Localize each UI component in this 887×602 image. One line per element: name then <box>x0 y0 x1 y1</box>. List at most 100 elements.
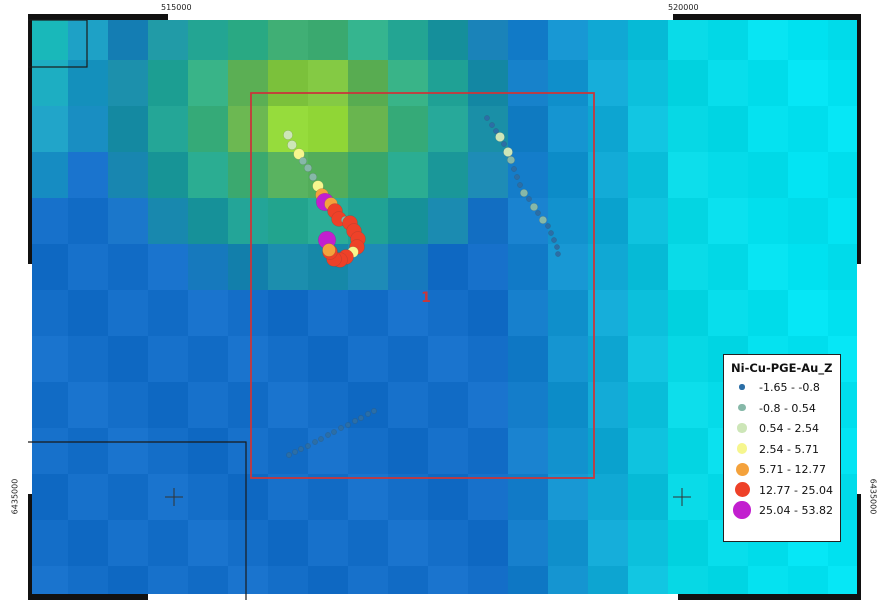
sample-point[interactable] <box>298 446 304 452</box>
raster-cell <box>428 244 469 291</box>
sample-point[interactable] <box>484 115 490 121</box>
sample-point[interactable] <box>358 415 364 421</box>
sample-point[interactable] <box>530 202 539 211</box>
sample-point[interactable] <box>322 243 336 257</box>
raster-cell <box>628 474 669 521</box>
sample-point[interactable] <box>304 163 313 172</box>
map-frame[interactable]: 1 <box>28 14 861 600</box>
crosshair-left <box>165 488 183 506</box>
sample-point[interactable] <box>503 147 513 157</box>
sample-point[interactable] <box>338 425 344 431</box>
raster-cell <box>428 152 469 199</box>
legend-label: 2.54 - 5.71 <box>759 442 819 456</box>
raster-cell <box>308 60 349 107</box>
raster-cell <box>388 60 429 107</box>
raster-cell <box>628 520 669 567</box>
raster-cell <box>68 428 109 475</box>
raster-cell <box>668 60 709 107</box>
raster-cell <box>708 198 749 245</box>
sample-point[interactable] <box>495 132 505 142</box>
legend-label: 0.54 - 2.54 <box>759 422 819 435</box>
sample-point[interactable] <box>292 449 298 455</box>
legend-symbol <box>731 398 753 418</box>
sample-point[interactable] <box>539 215 548 224</box>
raster-cell <box>708 244 749 291</box>
raster-cell <box>788 290 829 337</box>
raster-cell <box>148 520 189 567</box>
sample-point[interactable] <box>551 237 557 243</box>
raster-cell <box>108 520 149 567</box>
sample-point[interactable] <box>365 411 371 417</box>
sample-point[interactable] <box>501 141 507 147</box>
raster-cell <box>228 244 269 291</box>
raster-cell <box>468 14 509 61</box>
raster-cell <box>228 60 269 107</box>
raster-cell <box>548 336 589 383</box>
sample-point[interactable] <box>325 432 331 438</box>
sample-point[interactable] <box>371 408 377 414</box>
sample-point[interactable] <box>520 188 529 197</box>
raster-cell <box>788 106 829 153</box>
sample-point[interactable] <box>535 210 541 216</box>
raster-cell <box>228 14 269 61</box>
sample-point[interactable] <box>514 174 520 180</box>
raster-cell <box>348 14 389 61</box>
sample-point[interactable] <box>493 128 499 134</box>
sample-point[interactable] <box>345 422 351 428</box>
raster-cell <box>268 60 309 107</box>
raster-cell <box>28 474 69 521</box>
raster-cell <box>308 14 349 61</box>
sample-point[interactable] <box>299 156 308 165</box>
raster-cell <box>388 520 429 567</box>
sample-point[interactable] <box>293 148 305 160</box>
sample-point[interactable] <box>352 418 358 424</box>
raster-cell <box>748 14 789 61</box>
raster-cell <box>428 336 469 383</box>
sample-point[interactable] <box>309 172 318 181</box>
raster-cell <box>828 60 861 107</box>
sample-point[interactable] <box>283 130 293 140</box>
raster-cell <box>508 428 549 475</box>
raster-cell <box>188 382 229 429</box>
raster-cell <box>428 474 469 521</box>
raster-cell <box>628 244 669 291</box>
sample-point[interactable] <box>517 182 523 188</box>
legend-item: -0.8 - 0.54 <box>731 398 840 419</box>
sample-point[interactable] <box>511 166 517 172</box>
anomaly-raster-grid <box>28 14 861 600</box>
sample-point[interactable] <box>305 443 311 449</box>
raster-cell <box>548 60 589 107</box>
raster-cell <box>548 474 589 521</box>
sample-point[interactable] <box>318 436 324 442</box>
sample-point[interactable] <box>526 196 532 202</box>
raster-cell <box>68 290 109 337</box>
sample-point[interactable] <box>489 122 495 128</box>
raster-cell <box>548 244 589 291</box>
raster-cell <box>148 244 189 291</box>
raster-cell <box>108 474 149 521</box>
raster-cell <box>188 106 229 153</box>
raster-cell <box>708 106 749 153</box>
sample-point[interactable] <box>331 429 337 435</box>
sample-point[interactable] <box>554 244 560 250</box>
raster-cell <box>388 198 429 245</box>
sample-point[interactable] <box>507 155 516 164</box>
raster-cell <box>628 152 669 199</box>
raster-cell <box>508 106 549 153</box>
raster-cell <box>548 14 589 61</box>
raster-cell <box>348 152 389 199</box>
raster-cell <box>148 428 189 475</box>
sample-point[interactable] <box>287 140 297 150</box>
raster-cell <box>468 152 509 199</box>
sample-point[interactable] <box>286 452 292 458</box>
sample-point[interactable] <box>555 251 561 257</box>
raster-cell <box>428 14 469 61</box>
raster-cell <box>68 106 109 153</box>
sample-point[interactable] <box>545 223 551 229</box>
legend-label: -0.8 - 0.54 <box>759 401 816 415</box>
raster-cell <box>188 428 229 475</box>
sample-point[interactable] <box>312 439 318 445</box>
map-canvas[interactable]: 1 <box>28 14 861 600</box>
raster-cell <box>828 244 861 291</box>
sample-point[interactable] <box>548 230 554 236</box>
